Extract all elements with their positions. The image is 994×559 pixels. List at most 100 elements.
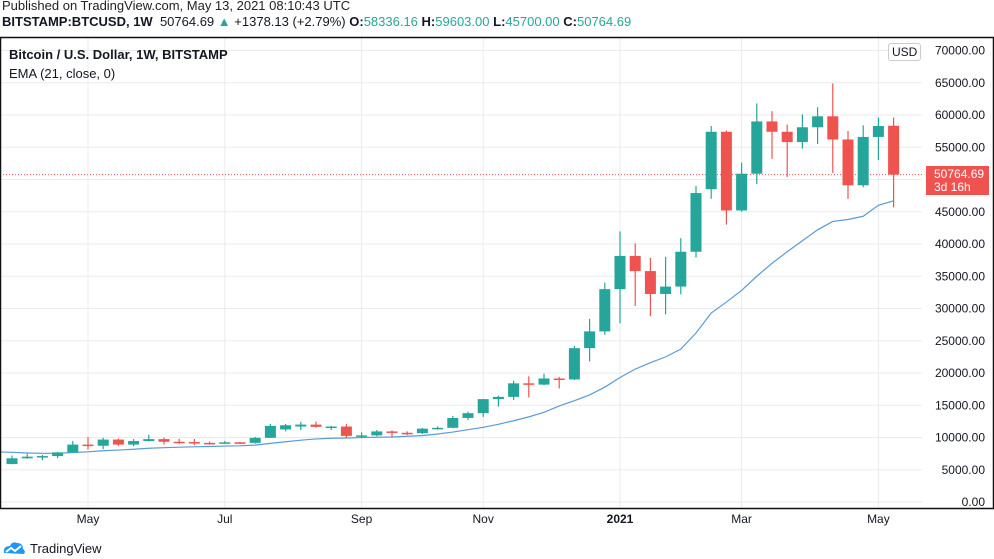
candle-body — [812, 116, 824, 128]
candle — [295, 421, 307, 431]
candle-body — [188, 442, 200, 444]
y-tick-label: 10000.00 — [935, 431, 985, 445]
candle — [82, 437, 94, 450]
symbol: BITSTAMP:BTCUSD, 1W — [2, 14, 153, 29]
y-tick-label: 55000.00 — [935, 140, 985, 154]
candle-body — [599, 289, 611, 332]
candle-body — [432, 427, 444, 430]
candle — [599, 282, 611, 335]
x-tick-label: Nov — [473, 512, 494, 526]
candle — [812, 107, 824, 145]
x-tick-label: May — [77, 512, 100, 526]
candle — [629, 243, 641, 306]
candle-body — [204, 442, 216, 445]
candle-body — [690, 193, 702, 252]
candle — [660, 256, 672, 315]
candle-body — [492, 396, 504, 400]
candle — [462, 411, 474, 421]
legend-indicator[interactable]: EMA (21, close, 0) — [9, 66, 116, 81]
y-tick-label: 25000.00 — [935, 334, 985, 348]
candle-body — [827, 116, 839, 140]
candle-body — [644, 271, 656, 294]
candle — [386, 430, 398, 437]
candle — [553, 376, 565, 389]
candle — [888, 117, 900, 208]
candle — [827, 83, 839, 174]
x-tick-label: Jul — [217, 512, 232, 526]
candle-body — [872, 125, 884, 137]
candle — [675, 238, 687, 295]
candle — [538, 373, 550, 386]
candle — [432, 426, 444, 430]
y-tick-label: 5000.00 — [942, 463, 986, 477]
candle-body — [614, 255, 626, 290]
candle — [234, 441, 246, 444]
candle — [842, 131, 854, 199]
candle-body — [173, 441, 185, 444]
candle-body — [720, 131, 732, 211]
currency-button[interactable]: USD — [888, 43, 922, 61]
candle — [112, 438, 124, 446]
y-tick-label: 15000.00 — [935, 398, 985, 412]
candle — [857, 125, 869, 188]
candle — [204, 441, 216, 445]
candle-body — [386, 431, 398, 433]
candle-body — [796, 127, 808, 143]
candle-body — [888, 125, 900, 175]
candle — [508, 380, 520, 401]
candle — [264, 423, 276, 439]
candle-body — [82, 444, 94, 447]
candle — [523, 376, 535, 398]
open-value: 58336.16 — [363, 14, 418, 29]
high-value: 59603.00 — [435, 14, 490, 29]
last-price-value: 50764.69 — [934, 167, 985, 181]
candle — [143, 434, 155, 442]
close-label: C: — [563, 14, 577, 29]
low-value: 45700.00 — [505, 14, 560, 29]
x-tick-label: May — [867, 512, 890, 526]
y-tick-label: 40000.00 — [935, 237, 985, 251]
candle — [644, 257, 656, 317]
candle — [690, 185, 702, 258]
brand-name: TradingView — [30, 540, 102, 556]
candle — [781, 124, 793, 177]
candle — [371, 430, 383, 437]
candle-body — [356, 435, 368, 437]
candle-body — [584, 331, 596, 349]
candle-body — [249, 437, 261, 443]
candle-body — [523, 383, 535, 385]
candle-body — [219, 442, 231, 444]
y-tick-label: 60000.00 — [935, 108, 985, 122]
candle — [477, 399, 489, 417]
y-tick-label: 70000.00 — [935, 44, 985, 58]
candle — [401, 431, 413, 436]
candle-body — [264, 425, 276, 438]
y-tick-label: 0.00 — [962, 495, 986, 509]
candle-body — [143, 439, 155, 442]
candle — [356, 432, 368, 439]
candle-body — [462, 413, 474, 418]
candle — [584, 318, 596, 362]
candle-body — [660, 286, 672, 294]
candle — [447, 415, 459, 429]
candle — [720, 130, 732, 225]
candle — [188, 438, 200, 446]
candle — [249, 436, 261, 444]
bar-countdown: 3d 16h — [934, 180, 971, 194]
candle — [219, 440, 231, 444]
candle-body — [781, 131, 793, 143]
candle — [492, 395, 504, 407]
candle — [6, 455, 18, 465]
candle — [280, 423, 292, 432]
candle-body — [508, 383, 520, 397]
y-tick-label: 30000.00 — [935, 302, 985, 316]
candle-body — [538, 378, 550, 385]
candle-body — [416, 428, 428, 434]
y-tick-label: 20000.00 — [935, 366, 985, 380]
candle — [751, 103, 763, 185]
candle-body — [857, 136, 869, 186]
candle-body — [553, 378, 565, 380]
candle — [766, 111, 778, 159]
candle-body — [371, 431, 383, 436]
